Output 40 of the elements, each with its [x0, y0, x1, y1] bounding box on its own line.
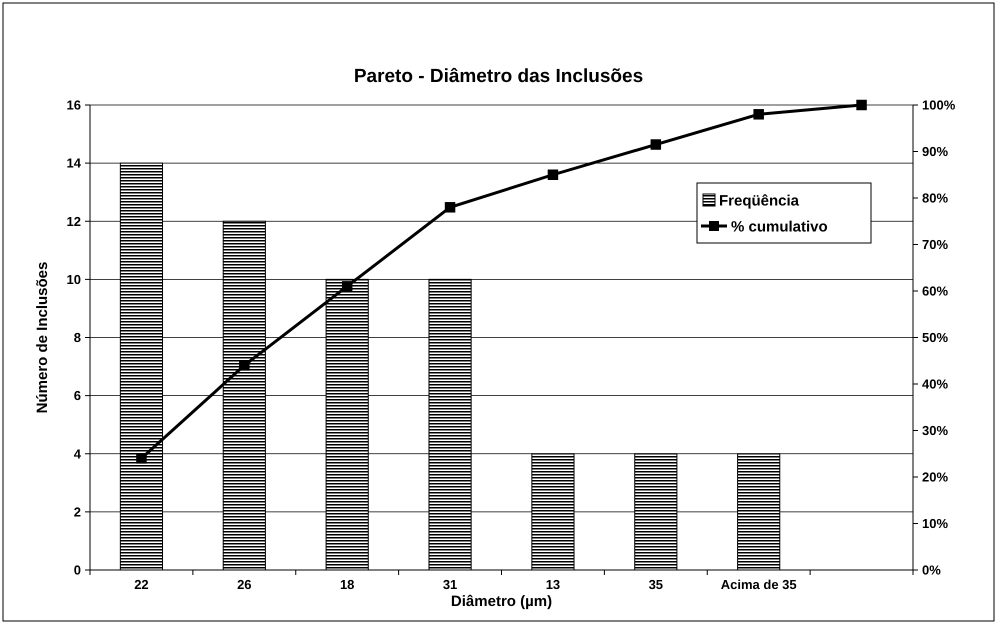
y-tick-label: 16	[66, 98, 81, 113]
y2-tick-label: 0%	[922, 562, 942, 578]
y2-tick-label: 60%	[922, 284, 948, 299]
x-tick-label: 18	[340, 577, 354, 592]
y-tick-label: 0	[74, 562, 81, 578]
point	[548, 170, 558, 180]
point	[444, 202, 456, 213]
y-tick-label: 2	[74, 504, 81, 520]
legend-label: Freqüência	[719, 192, 800, 210]
x-tick-label: Acima de 35	[720, 577, 797, 592]
y-tick-label: 6	[74, 388, 81, 404]
y-tick-label: 4	[74, 446, 82, 462]
point	[136, 453, 147, 464]
y-tick-label: 8	[74, 330, 81, 346]
point	[856, 100, 867, 110]
point	[753, 109, 764, 120]
x-tick-label: 35	[648, 577, 664, 592]
x-axis-title: Diâmetro (µm)	[450, 593, 552, 610]
y2-tick-label: 50%	[922, 330, 948, 346]
y2-tick-label: 30%	[922, 423, 948, 438]
y2-tick-label: 90%	[922, 144, 948, 160]
point	[342, 281, 352, 292]
legend-label: % cumulativo	[731, 218, 828, 236]
chart-title: Pareto - Diâmetro das Inclusões	[354, 66, 644, 87]
y2-tick-label: 70%	[922, 237, 948, 252]
y2-tick-label: 100%	[922, 98, 956, 113]
x-tick-label: 31	[442, 577, 458, 592]
y2-tick-label: 80%	[922, 190, 948, 206]
y-tick-label: 14	[66, 156, 82, 171]
y-tick-label: 12	[66, 214, 81, 229]
y-tick-label: 10	[66, 272, 81, 287]
y2-tick-label: 40%	[922, 376, 948, 392]
point	[239, 360, 250, 371]
x-tick-label: 22	[134, 577, 149, 592]
point	[650, 139, 662, 150]
x-tick-label: 13	[546, 577, 560, 592]
y2-tick-label: 20%	[922, 470, 948, 485]
y2-tick-label: 10%	[922, 516, 948, 532]
y-axis-title: Número de Inclusões	[34, 262, 51, 414]
x-tick-label: 26	[237, 577, 252, 592]
